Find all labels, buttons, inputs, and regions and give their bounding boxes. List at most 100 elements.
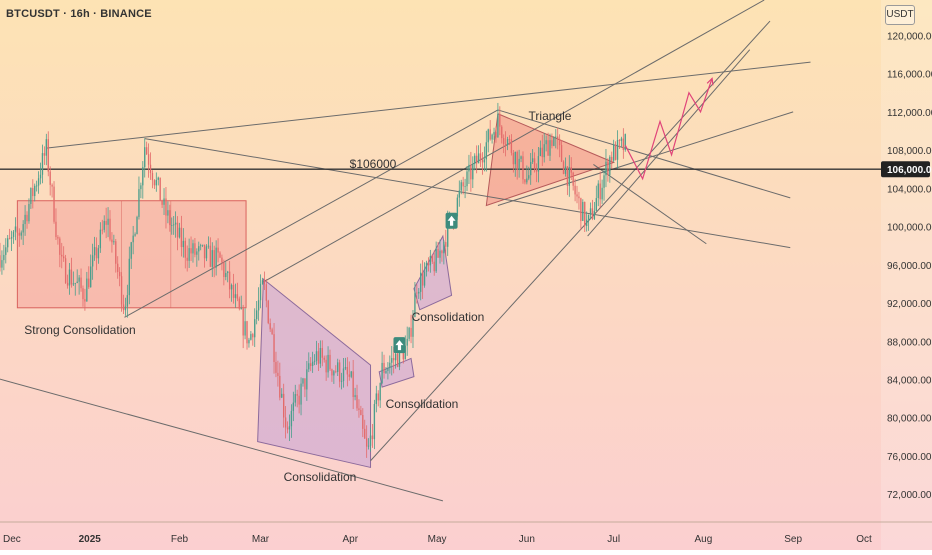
candle-body <box>553 137 555 146</box>
candle-body <box>0 255 1 268</box>
candle-body <box>138 189 140 217</box>
candle-body <box>435 248 437 272</box>
candle-body <box>211 250 213 267</box>
candle-body <box>215 247 217 268</box>
x-tick-label: Mar <box>252 534 270 545</box>
candle-body <box>410 327 412 337</box>
candle-body <box>356 395 358 409</box>
candle-body <box>165 198 167 216</box>
candle-body <box>259 283 262 301</box>
candle-body <box>252 334 254 338</box>
candle-body <box>184 240 186 258</box>
candle-body <box>91 255 94 267</box>
x-tick-label: Jul <box>607 534 620 545</box>
trendline[interactable] <box>46 61 811 149</box>
candle-body <box>582 201 584 221</box>
candle-body <box>192 243 194 254</box>
arrow-up-icon <box>447 215 456 226</box>
candle-body <box>555 136 557 138</box>
candle-body <box>227 271 229 274</box>
candle-body <box>344 367 347 369</box>
candle-body <box>530 161 532 176</box>
trendline[interactable] <box>124 109 499 318</box>
candle-body <box>263 280 266 285</box>
consolidation-wedge[interactable] <box>378 357 415 388</box>
candle-body <box>383 362 385 373</box>
candle-body <box>76 281 78 283</box>
candle-body <box>358 408 360 410</box>
candle-body <box>66 282 69 286</box>
trendline[interactable] <box>370 20 771 462</box>
candle-body <box>269 323 271 330</box>
candle-body <box>503 138 505 145</box>
candle-body <box>481 159 484 163</box>
candle-body <box>151 173 154 181</box>
candle-body <box>157 177 159 180</box>
current-price-badge[interactable] <box>881 161 930 178</box>
candle-body <box>568 166 570 186</box>
candle-body <box>512 152 515 165</box>
candle-body <box>624 134 626 150</box>
y-tick-label: 116,000.00 <box>887 70 932 81</box>
candle-body <box>250 334 252 340</box>
candle-body <box>580 198 582 221</box>
trendline[interactable] <box>497 109 791 199</box>
candle-body <box>122 304 125 311</box>
candle-body <box>421 272 424 286</box>
candle-body <box>167 210 169 216</box>
candle-body <box>337 362 339 372</box>
candle-body <box>493 131 495 135</box>
y-tick-label: 92,000.00 <box>887 299 932 310</box>
candle-body <box>201 244 204 246</box>
candle-body <box>537 156 540 172</box>
trendline[interactable] <box>0 373 444 502</box>
candle-body <box>178 227 181 238</box>
candle-body <box>213 250 215 268</box>
currency-unit-button[interactable]: USDT <box>885 5 915 25</box>
candle-body <box>412 317 414 337</box>
up-arrow-signal-icon[interactable] <box>393 337 406 354</box>
candle-body <box>238 298 240 309</box>
candle-body <box>32 188 34 197</box>
candle-body <box>223 262 225 278</box>
candle-body <box>310 363 312 366</box>
candle-body <box>163 198 165 205</box>
candle-body <box>228 271 231 290</box>
candle-body <box>464 186 466 188</box>
candle-body <box>188 248 190 261</box>
trendline[interactable] <box>263 0 765 283</box>
candle-body <box>82 288 84 300</box>
candle-body <box>16 226 19 233</box>
candle-body <box>174 222 177 225</box>
candle-body <box>20 232 22 236</box>
candles-layer <box>0 102 626 458</box>
candle-body <box>207 245 210 247</box>
candle-body <box>367 445 370 447</box>
candle-body <box>173 224 175 226</box>
candle-body <box>414 292 416 318</box>
candle-body <box>68 269 71 286</box>
candle-body <box>117 263 119 272</box>
candle-body <box>516 151 518 170</box>
candle-body <box>292 402 295 411</box>
candle-body <box>90 266 92 288</box>
projection-path[interactable] <box>624 78 713 181</box>
x-tick-label: Aug <box>695 534 713 545</box>
candle-body <box>80 277 82 289</box>
candle-body <box>209 245 212 267</box>
candle-body <box>265 284 267 301</box>
trendline[interactable] <box>593 164 707 245</box>
trendline[interactable] <box>144 138 791 249</box>
candle-body <box>61 254 63 257</box>
trendline[interactable] <box>587 49 751 237</box>
candle-body <box>364 428 366 439</box>
signal-arrows-layer <box>393 212 458 354</box>
candle-body <box>267 300 269 324</box>
x-tick-label: Oct <box>856 534 872 545</box>
up-arrow-signal-icon[interactable] <box>445 212 458 229</box>
annotations-layer: Strong Consolidation Consolidation Consoli… <box>24 109 571 484</box>
candle-body <box>620 138 623 141</box>
candle-body <box>70 269 73 285</box>
